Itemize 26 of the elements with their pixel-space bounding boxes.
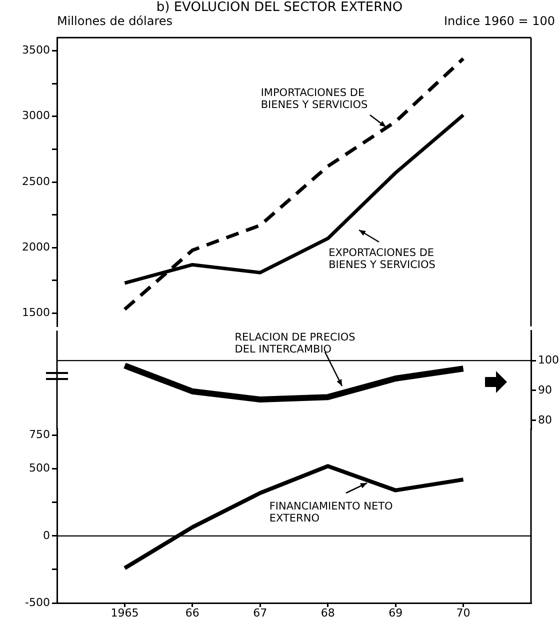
y-tick-label: 1500 — [22, 306, 50, 320]
chart-title: b) EVOLUCION DEL SECTOR EXTERNO — [155, 0, 404, 15]
x-tick-label: 67 — [253, 606, 268, 617]
y-tick-label: 2000 — [22, 240, 50, 254]
text: IMPORTACIONES DE BIENES Y SERVICIOS — [260, 87, 368, 112]
y2-tick-label: 100 — [538, 353, 559, 366]
y-tick-label: 0 — [43, 528, 50, 542]
legend-label: EXPORTACIONES DE BIENES Y SERVICIOS — [328, 247, 436, 272]
x-tick-label: 1965 — [110, 606, 139, 617]
y-axis-title: Millones de dólares — [57, 14, 173, 28]
text: RELACION DE PRECIOS DEL INTERCAMBIO — [234, 331, 356, 356]
y2-tick-label: 90 — [538, 383, 552, 396]
y-tick-label: 3500 — [22, 44, 50, 57]
y-tick-label: 500 — [29, 462, 50, 475]
legend-label: FINANCIAMIENTO NETO EXTERNO — [269, 500, 393, 524]
x-tick-label: 70 — [456, 606, 470, 617]
y-tick-label: 750 — [29, 428, 50, 442]
y2-tick-label: 80 — [538, 413, 552, 426]
x-tick-label: 68 — [320, 606, 335, 617]
y-tick-label: 2500 — [22, 174, 50, 188]
x-tick-label: 66 — [185, 606, 200, 617]
x-tick-label: 69 — [388, 606, 403, 617]
y-tick-label: 3000 — [22, 109, 50, 122]
y2-axis-title: Indice 1960 = 100 — [444, 14, 555, 28]
line-series — [122, 56, 466, 312]
y-tick-label: -500 — [25, 596, 50, 609]
